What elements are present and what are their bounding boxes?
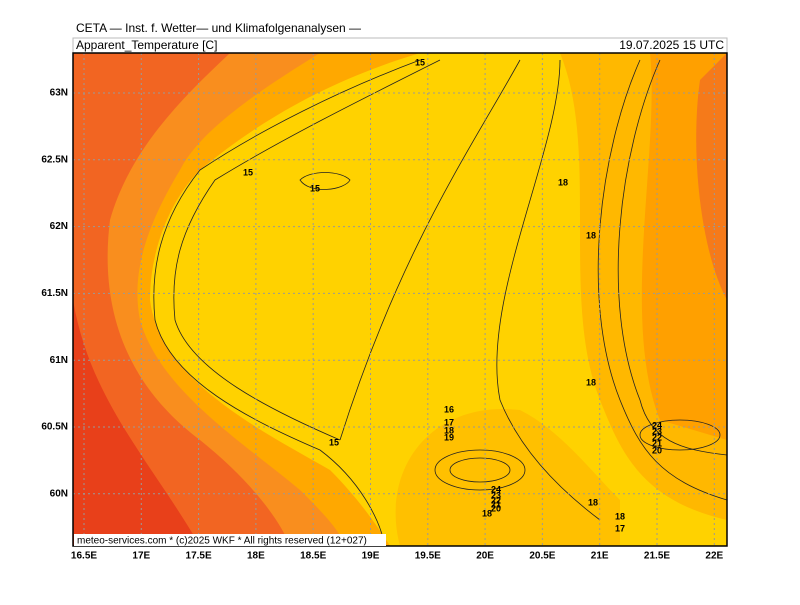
field-band	[73, 300, 200, 546]
contour-line	[496, 59, 601, 521]
lon-label: 22E	[705, 551, 723, 562]
field-band	[73, 53, 290, 546]
lat-label: 61N	[50, 355, 68, 366]
lon-label: 17.5E	[186, 551, 212, 562]
field-band	[696, 53, 727, 300]
graticule	[73, 53, 727, 546]
contour-label: 16	[444, 404, 454, 414]
contour-label: 15	[415, 57, 425, 67]
contour-label: 15	[329, 437, 339, 447]
contour-label: 24	[491, 484, 501, 494]
lon-label: 21E	[591, 551, 609, 562]
contour-line	[339, 59, 521, 441]
contour-label: 18	[586, 377, 596, 387]
contour-label: 22	[652, 432, 662, 442]
field-band	[395, 409, 620, 546]
lat-label: 63N	[50, 88, 68, 99]
lon-label: 16.5E	[71, 551, 97, 562]
valid-time: 19.07.2025 15 UTC	[619, 38, 724, 52]
contour-label: 24	[652, 420, 662, 430]
contour-label: 23	[491, 490, 501, 500]
contour-line	[434, 449, 526, 491]
contour-label: 20	[491, 503, 501, 513]
lon-label: 17E	[132, 551, 150, 562]
variable-label: Apparent_Temperature [C]	[76, 38, 217, 52]
contour-label: 18	[615, 511, 625, 521]
contour-label: 18	[444, 425, 454, 435]
contour-line	[639, 419, 721, 451]
contour-label: 18	[586, 230, 596, 240]
lat-label: 62.5N	[41, 154, 68, 165]
field: 1515151818181617181915242322212024232221…	[73, 53, 727, 546]
lat-label: 61.5N	[41, 288, 68, 299]
contour-label: 20	[652, 445, 662, 455]
lon-label: 18E	[247, 551, 265, 562]
header-title: CETA — Inst. f. Wetter— und Klimafolgena…	[76, 21, 361, 35]
lat-label: 62N	[50, 221, 68, 232]
contour-label: 21	[491, 499, 501, 509]
map-frame	[72, 52, 728, 547]
contour-label: 22	[491, 495, 501, 505]
lat-label: 60.5N	[41, 422, 68, 433]
footer: meteo-services.com * (c)2025 WKF * All r…	[77, 536, 367, 547]
contour-line	[153, 59, 421, 546]
contour-label: 15	[310, 183, 320, 193]
contour-label: 19	[444, 432, 454, 442]
lon-label: 20E	[476, 551, 494, 562]
contour-label: 17	[615, 523, 625, 533]
contour-label: 23	[652, 426, 662, 436]
lon-label: 20.5E	[529, 551, 555, 562]
lon-label: 21.5E	[644, 551, 670, 562]
contour-label: 21	[652, 438, 662, 448]
lon-label: 18.5E	[300, 551, 326, 562]
contour-labels: 1515151818181617181915242322212024232221…	[243, 57, 662, 533]
contour-line	[173, 59, 441, 441]
lon-label: 19.5E	[415, 551, 441, 562]
footer-box	[74, 534, 386, 546]
contour-line	[449, 457, 511, 483]
contour-line	[617, 59, 727, 456]
contour-label: 18	[588, 497, 598, 507]
contour-label: 18	[482, 508, 492, 518]
contour-label: 15	[243, 167, 253, 177]
contour-label: 18	[558, 177, 568, 187]
lat-label: 60N	[50, 488, 68, 499]
contour-label: 17	[444, 417, 454, 427]
contour-line	[597, 59, 727, 501]
lon-label: 19E	[362, 551, 380, 562]
